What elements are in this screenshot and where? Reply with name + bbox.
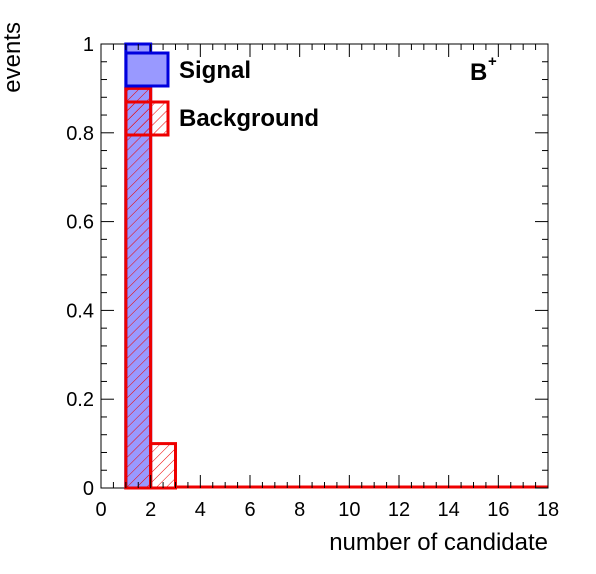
legend-label-signal: Signal (179, 57, 251, 84)
bar-background-1 (124, 86, 153, 490)
x-tick-label: 6 (244, 499, 255, 521)
y-axis-title: events (0, 22, 26, 93)
legend-label-background: Background (179, 105, 319, 132)
legend-swatch-signal (124, 51, 170, 88)
y-tick-label: 0.8 (66, 123, 94, 145)
annotation-particle: B + (470, 53, 497, 86)
x-axis-title: number of candidate (329, 529, 548, 556)
annotation-superscript: + (488, 53, 497, 70)
legend: Signal Background (124, 51, 319, 137)
x-tick-label: 12 (388, 499, 410, 521)
y-tick-label: 0.2 (66, 389, 94, 411)
y-tick-label: 0 (83, 478, 94, 500)
x-tick-label: 2 (145, 499, 156, 521)
legend-swatch-background (124, 100, 170, 137)
legend-entry-background: Background (124, 100, 319, 137)
x-tick-label: 18 (537, 499, 559, 521)
bar-background-2 (149, 442, 178, 490)
legend-entry-signal: Signal (124, 51, 251, 88)
x-tick-label: 14 (438, 499, 460, 521)
x-tick-label: 0 (95, 499, 106, 521)
y-tick-label: 0.4 (66, 300, 94, 322)
annotation-text: B (470, 59, 487, 86)
x-tick-label: 4 (195, 499, 206, 521)
y-tick-label: 1 (83, 34, 94, 56)
x-tick-label: 10 (338, 499, 360, 521)
x-tick-label: 16 (487, 499, 509, 521)
x-tick-label: 8 (294, 499, 305, 521)
y-tick-label: 0.6 (66, 212, 94, 234)
